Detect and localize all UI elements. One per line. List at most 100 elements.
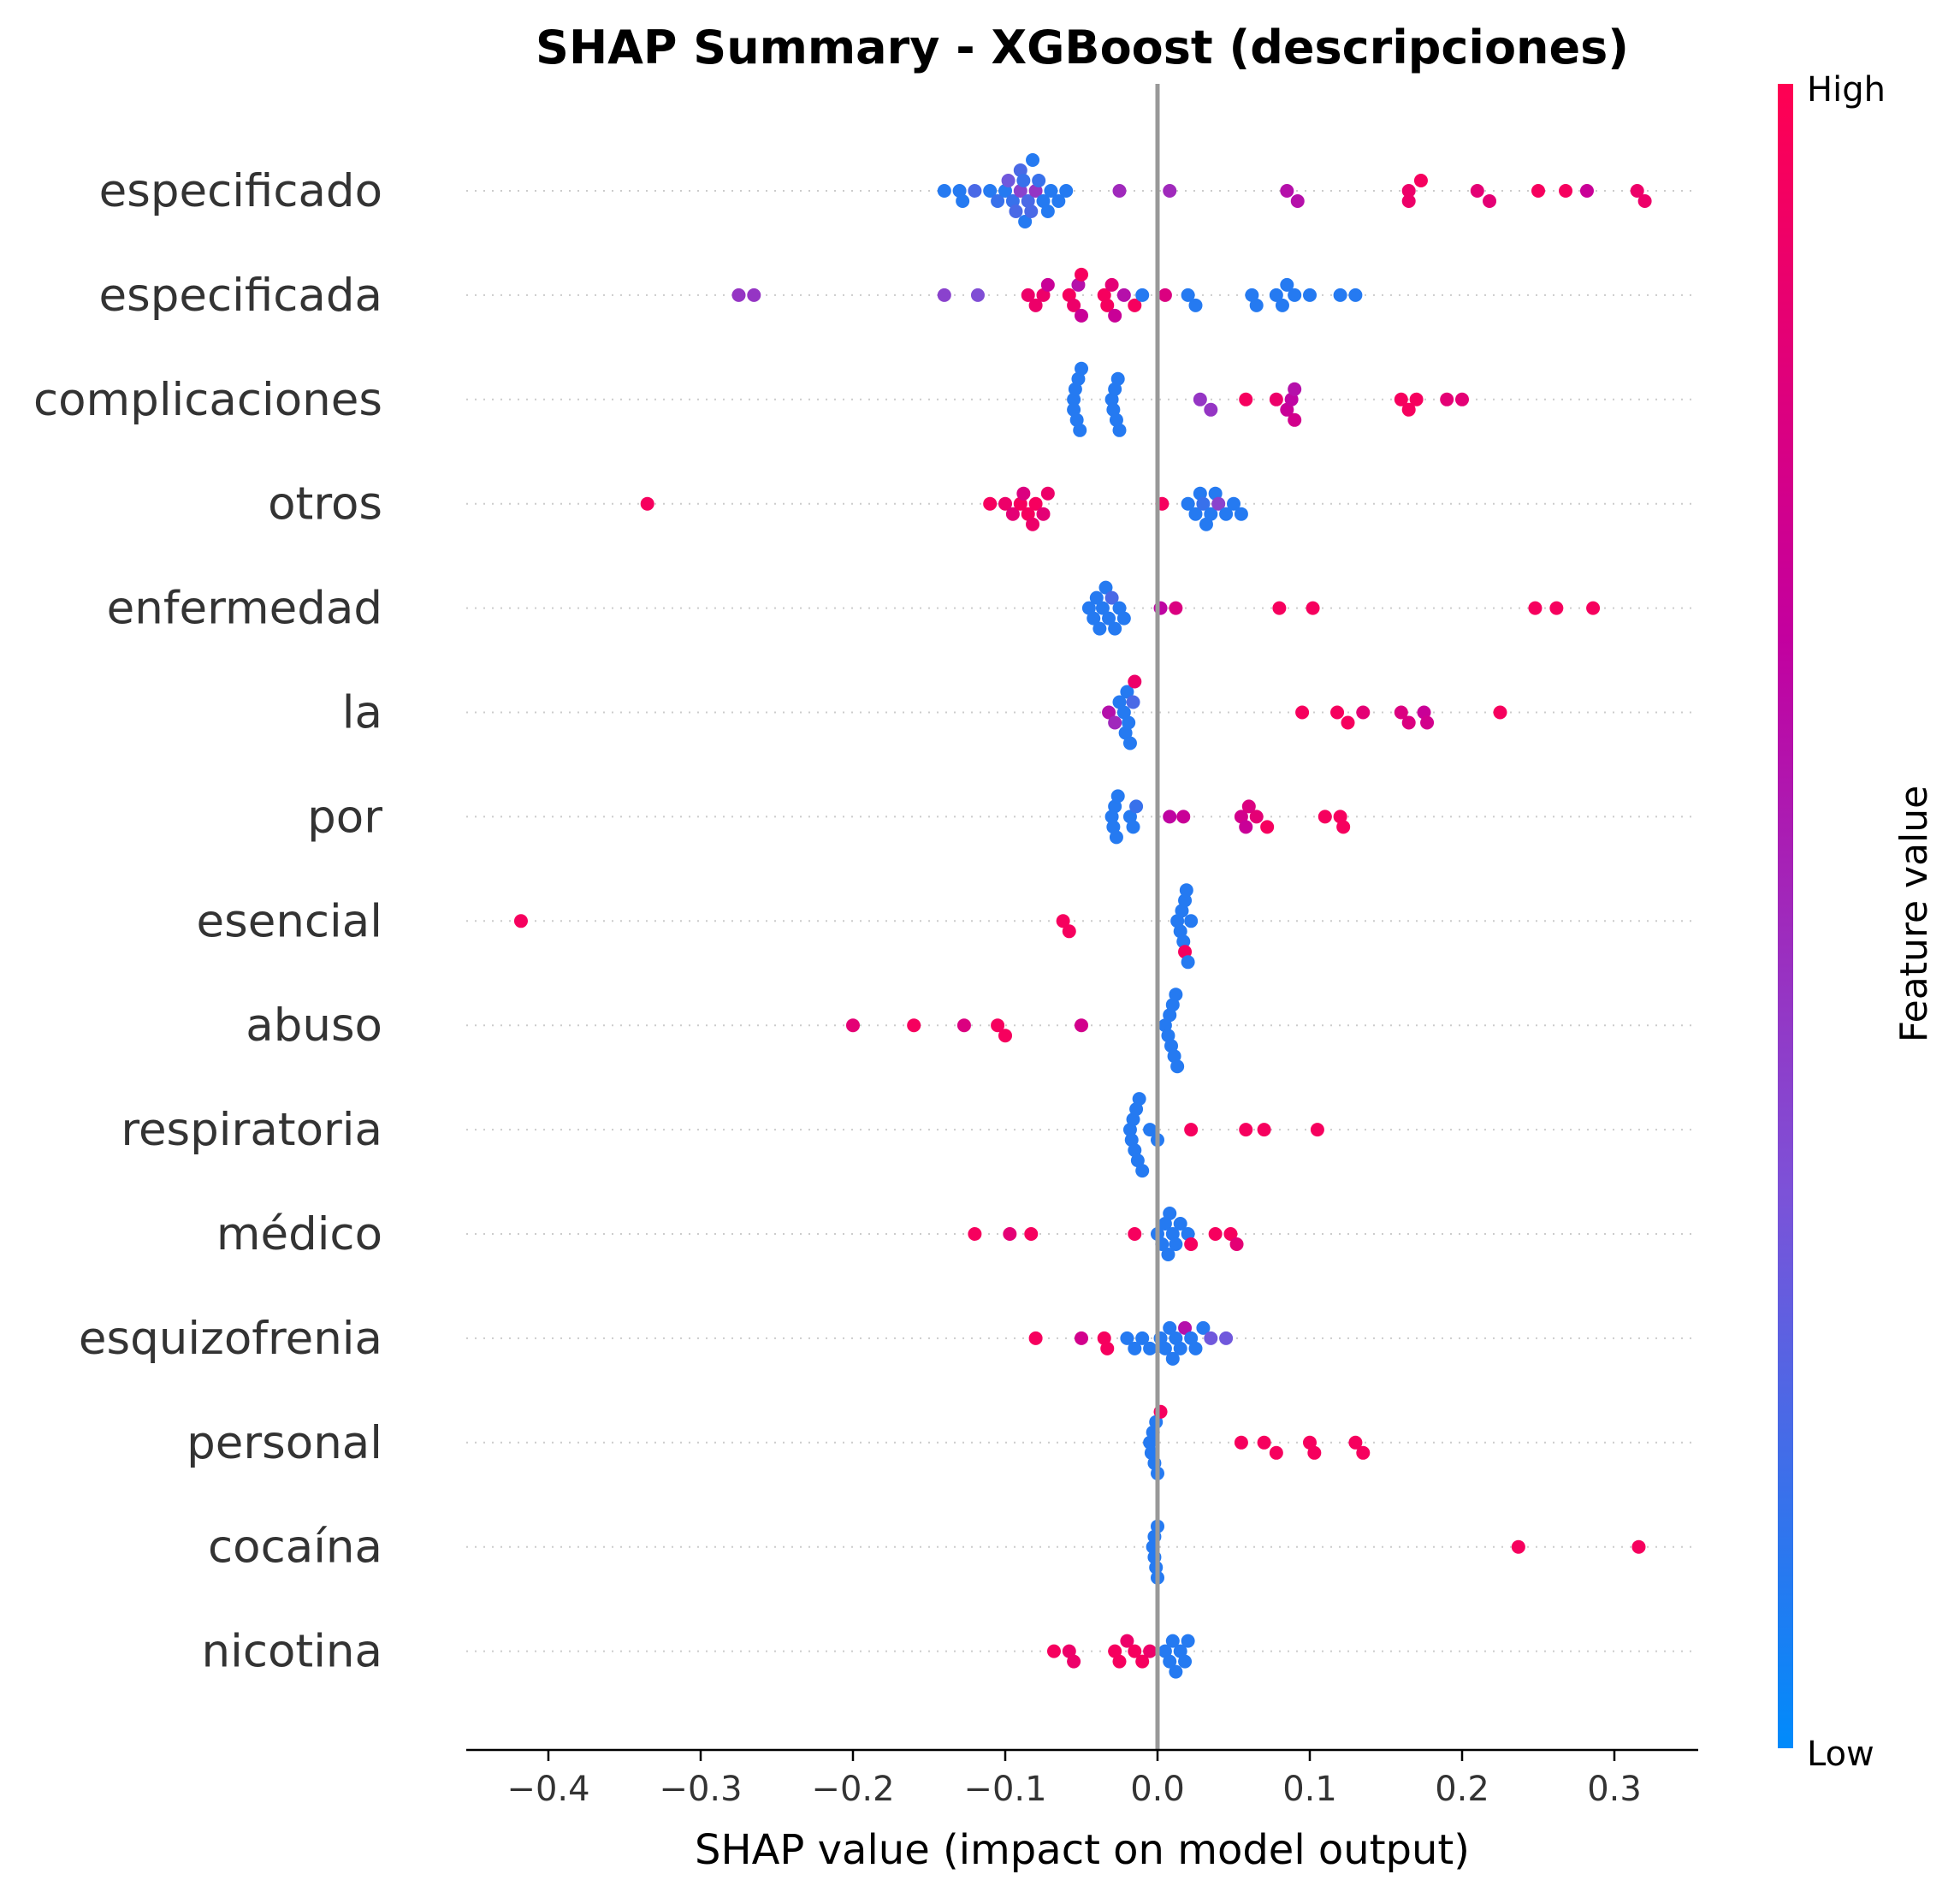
feature-label: médico (216, 1208, 382, 1260)
shap-point (1067, 1654, 1081, 1669)
shap-point (1307, 1445, 1322, 1460)
shap-point (1116, 288, 1131, 302)
shap-point (937, 184, 951, 198)
shap-point (1470, 184, 1484, 198)
feature-label: por (307, 791, 382, 843)
shap-point (1100, 298, 1115, 312)
shap-point (991, 194, 1005, 208)
shap-point (1559, 184, 1573, 198)
shap-point (1204, 402, 1218, 417)
shap-point (1579, 184, 1594, 198)
shap-point (1026, 517, 1040, 531)
shap-point (1188, 507, 1203, 521)
shap-point (1163, 184, 1177, 198)
shap-point (991, 1018, 1005, 1033)
shap-point (1169, 1237, 1183, 1251)
shap-point (1097, 288, 1111, 302)
shap-point (1122, 1123, 1137, 1137)
shap-point (1028, 184, 1043, 198)
shap-point (1181, 1634, 1195, 1648)
shap-point (1112, 601, 1127, 615)
shap-point (1112, 1654, 1127, 1669)
x-tick-label: −0.1 (963, 1770, 1046, 1809)
shap-point (1116, 705, 1131, 720)
shap-point (1341, 715, 1355, 730)
shap-point (1260, 820, 1275, 834)
shap-point (1455, 392, 1469, 406)
shap-point (1051, 194, 1066, 208)
shap-point (1161, 1029, 1175, 1043)
shap-point (1176, 810, 1191, 824)
shap-point (1348, 288, 1363, 302)
x-axis-label: SHAP value (impact on model output) (695, 1826, 1470, 1874)
shap-point (1234, 810, 1248, 824)
x-tick-label: 0.0 (1130, 1770, 1185, 1809)
feature-label: cocaína (208, 1521, 382, 1574)
shap-point (1016, 486, 1031, 501)
shap-point (1169, 601, 1183, 615)
shap-point (1179, 883, 1193, 898)
shap-point (1333, 810, 1347, 824)
x-tick-label: −0.3 (659, 1770, 742, 1809)
shap-point (1005, 194, 1020, 208)
shap-point (1234, 507, 1248, 521)
shap-point (1275, 298, 1289, 312)
shap-point (1095, 601, 1110, 615)
shap-point (1109, 830, 1123, 845)
shap-point (1310, 1123, 1324, 1137)
shap-point (1333, 288, 1347, 302)
shap-point (1356, 1445, 1371, 1460)
shap-point (1272, 601, 1287, 615)
shap-point (1229, 1237, 1244, 1251)
shap-point (1143, 1341, 1158, 1355)
shap-point (937, 288, 951, 302)
shap-point (952, 184, 967, 198)
shap-point (1001, 174, 1016, 187)
shap-point (1234, 1435, 1248, 1450)
shap-point (1128, 674, 1142, 689)
shap-point (1128, 298, 1142, 312)
shap-point (1075, 1018, 1088, 1033)
shap-point (1040, 486, 1055, 501)
shap-point (1009, 205, 1023, 218)
feature-label: especificado (99, 165, 382, 217)
shap-point (1118, 726, 1133, 740)
shap-point (1106, 820, 1121, 834)
shap-point (1348, 1435, 1363, 1450)
shap-point (1073, 423, 1087, 437)
feature-label: abuso (246, 999, 382, 1052)
shap-point (1028, 1331, 1043, 1345)
shap-point (1401, 194, 1416, 208)
shap-point (1161, 1248, 1175, 1261)
shap-point (1126, 695, 1140, 709)
shap-point (1108, 308, 1122, 323)
shap-point (1128, 1341, 1142, 1355)
shap-point (1109, 412, 1123, 427)
shap-point (1401, 402, 1416, 417)
shap-point (1062, 1644, 1076, 1658)
shap-point (1288, 382, 1302, 396)
shap-point (1143, 1435, 1158, 1450)
shap-point (1239, 1123, 1253, 1137)
shap-point (1135, 1164, 1150, 1178)
shap-point (1630, 184, 1644, 198)
shap-point (1531, 184, 1545, 198)
shap-point (1165, 1351, 1180, 1366)
shap-point (1122, 736, 1137, 750)
shap-point (1040, 205, 1055, 218)
shap-point (1401, 184, 1416, 198)
shap-point (640, 496, 654, 511)
shap-point (1163, 1207, 1177, 1220)
shap-point (1143, 1123, 1158, 1137)
shap-point (907, 1018, 921, 1033)
shap-point (1013, 163, 1027, 177)
shap-point (1106, 402, 1121, 417)
shap-point (1075, 361, 1088, 376)
shap-point (1169, 988, 1183, 1002)
shap-point (1239, 392, 1253, 406)
shap-point (1158, 1018, 1172, 1033)
shap-point (1318, 810, 1332, 824)
shap-point (968, 1227, 982, 1241)
x-tick-label: 0.2 (1435, 1770, 1489, 1809)
shap-point (1394, 705, 1408, 720)
